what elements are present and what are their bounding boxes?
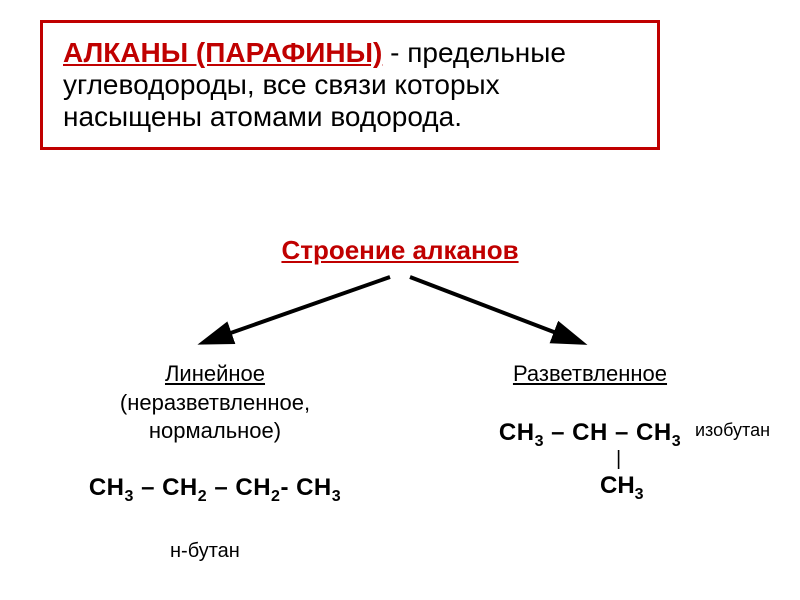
- structure-heading: Строение алканов: [0, 235, 800, 266]
- isobutane-bond: |: [616, 448, 621, 471]
- branch-linear-sublabel: (неразветвленное, нормальное): [55, 389, 375, 446]
- compound-name-butane: н-бутан: [170, 540, 240, 563]
- formula-isobutane-text: CH3 – CH – CH3: [499, 419, 681, 446]
- arrow-right: [410, 277, 580, 342]
- formula-butane-text: СН3 – CH2 – CH2- CH3: [89, 474, 341, 501]
- branch-arrows: [0, 272, 800, 352]
- branch-branched-label: Разветвленное: [420, 360, 760, 389]
- compound-name-isobutane: изобутан: [695, 420, 770, 441]
- arrows-svg: [0, 272, 800, 362]
- formula-butane: СН3 – CH2 – CH2- CH3: [55, 474, 375, 506]
- isobutane-branch-group: CH3: [600, 472, 644, 504]
- definition-term: АЛКАНЫ (ПАРАФИНЫ): [63, 37, 382, 68]
- branch-linear-label: Линейное: [55, 360, 375, 389]
- arrow-left: [205, 277, 390, 342]
- definition-box: АЛКАНЫ (ПАРАФИНЫ) - предельные углеводор…: [40, 20, 660, 150]
- branch-linear: Линейное (неразветвленное, нормальное) С…: [55, 360, 375, 506]
